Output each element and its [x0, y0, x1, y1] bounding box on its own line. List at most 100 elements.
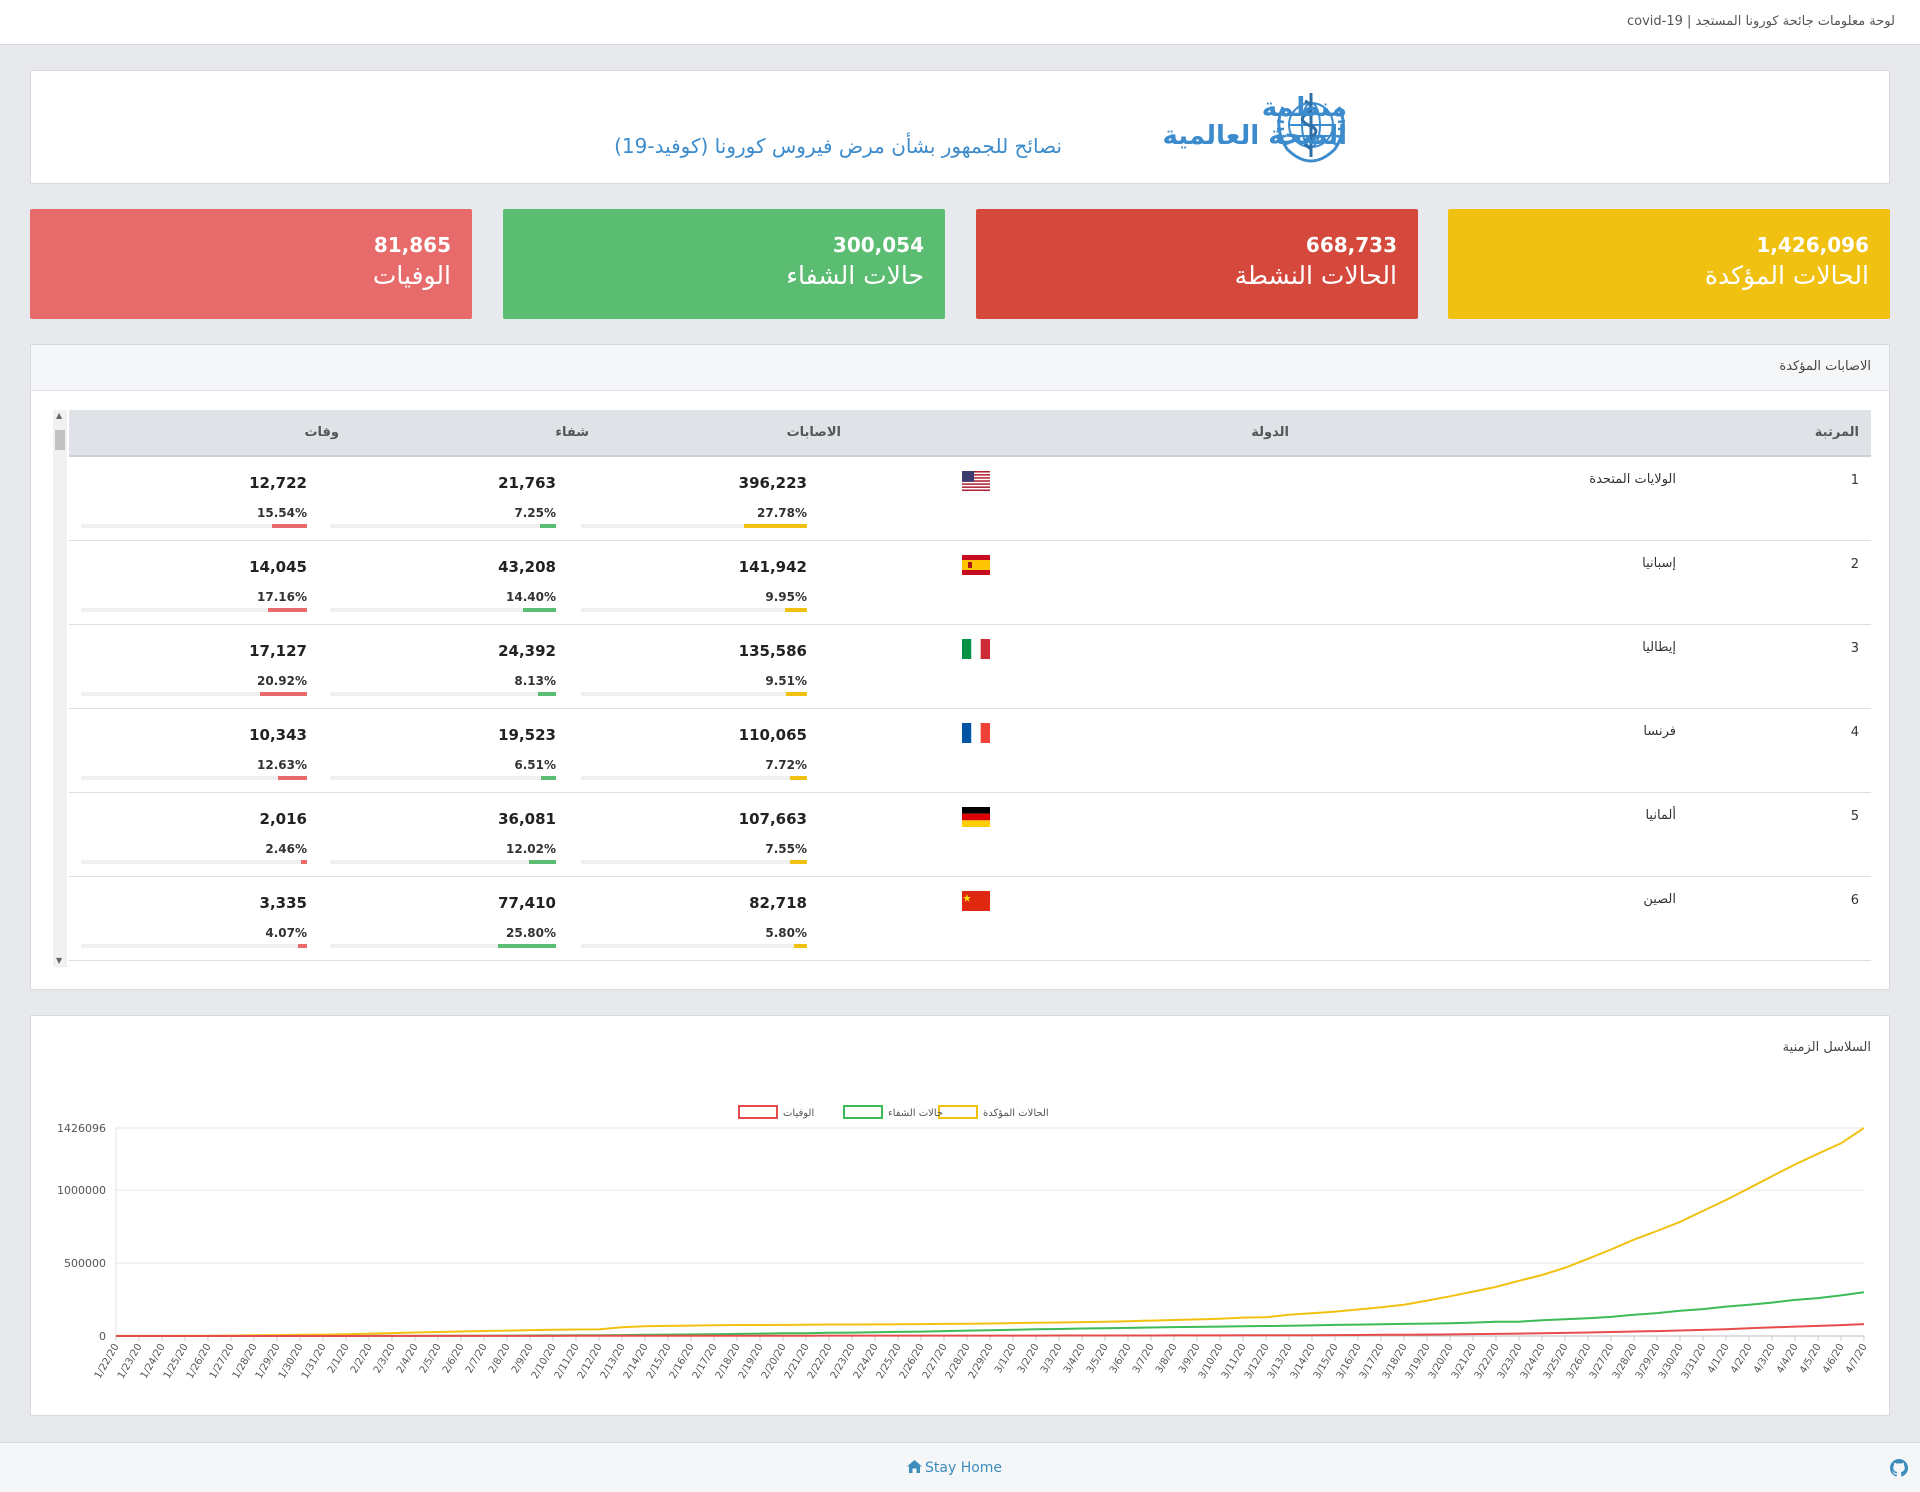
row-deaths-cell: 2,016 2.46% — [81, 793, 307, 877]
row-recovered-value: 24,392 — [498, 642, 556, 660]
row-cases-value: 135,586 — [738, 642, 807, 660]
confirmed-label: الحالات المؤكدة — [1704, 261, 1869, 290]
row-deaths-cell: 17,127 20.92% — [81, 625, 307, 709]
table-row[interactable]: 5 ألمانيا 107,663 7.55% 36,081 12.02% 2,… — [69, 793, 1871, 877]
table-row[interactable]: 4 فرنسا 110,065 7.72% 19,523 6.51% 10,34… — [69, 709, 1871, 793]
row-cases-value: 396,223 — [738, 474, 807, 492]
germany-flag-icon — [962, 807, 990, 827]
row-recovered-progress-bar — [330, 944, 556, 948]
row-deaths-percent: 2.46% — [265, 842, 307, 856]
table-panel-title: الاصابات المؤكدة — [1779, 359, 1871, 374]
row-deaths-percent: 12.63% — [257, 758, 307, 772]
x-tick-label: 4/4/20 — [1775, 1342, 1801, 1375]
series-line — [116, 1127, 1865, 1337]
header-cases[interactable]: الاصابات — [786, 425, 841, 440]
row-recovered-cell: 24,392 8.13% — [330, 625, 556, 709]
x-tick-label: 2/2/20 — [349, 1342, 375, 1375]
table-row[interactable]: 3 إيطاليا 135,586 9.51% 24,392 8.13% 17,… — [69, 625, 1871, 709]
row-deaths-progress-bar — [81, 524, 307, 528]
vertical-scrollbar[interactable]: ▲ ▼ — [53, 410, 67, 967]
row-cases-cell: 82,718 5.80% — [581, 877, 807, 961]
stay-home-link[interactable]: Stay Home — [907, 1460, 1002, 1476]
x-tick-label: 4/7/20 — [1844, 1342, 1870, 1375]
row-deaths-progress-fill — [301, 860, 307, 864]
timeseries-chart[interactable]: 0500000100000014260961/22/201/23/201/24/… — [31, 1016, 1891, 1417]
who-advice-link[interactable]: نصائح للجمهور بشأن مرض فيروس كورونا (كوف… — [614, 134, 1062, 158]
y-tick-label: 500000 — [64, 1257, 106, 1270]
x-tick-label: 2/7/20 — [464, 1342, 490, 1375]
header-recovered[interactable]: شفاء — [555, 425, 589, 440]
row-deaths-progress-fill — [278, 776, 307, 780]
legend-label: الوفيات — [783, 1108, 814, 1119]
row-deaths-value: 17,127 — [249, 642, 307, 660]
row-deaths-value: 12,722 — [249, 474, 307, 492]
timeseries-title: السلاسل الزمنية — [1782, 1040, 1871, 1055]
legend-swatch — [738, 1105, 778, 1119]
row-country-name: ألمانيا — [1645, 808, 1676, 823]
table-row[interactable]: 6 الصين 82,718 5.80% 77,410 25.80% 3,335… — [69, 877, 1871, 961]
x-tick-label: 2/6/20 — [441, 1342, 467, 1375]
series-line — [116, 1323, 1865, 1337]
confirmed-value: 1,426,096 — [1756, 233, 1869, 257]
scroll-up-arrow-icon[interactable]: ▲ — [56, 411, 63, 420]
table-row[interactable]: 1 الولايات المتحدة 396,223 27.78% 21,763… — [69, 457, 1871, 541]
who-org-name-line2: الصحة العالمية — [1162, 121, 1347, 151]
row-cases-progress-bar — [581, 524, 807, 528]
header-deaths[interactable]: وفات — [304, 425, 339, 440]
timeseries-panel: السلاسل الزمنية 0 500000 1000000 1426096 1/2… — [30, 1015, 1890, 1416]
row-recovered-value: 36,081 — [498, 810, 556, 828]
row-deaths-progress-bar — [81, 608, 307, 612]
top-bar: لوحة معلومات جائحة كورونا المستجد | covi… — [0, 0, 1920, 45]
row-country-name: الصين — [1643, 892, 1676, 907]
header-rank[interactable]: المرتبة — [1814, 425, 1859, 440]
x-tick-label: 3/6/20 — [1108, 1342, 1134, 1375]
github-icon[interactable] — [1890, 1459, 1908, 1477]
row-cases-progress-fill — [789, 776, 807, 780]
row-deaths-progress-bar — [81, 860, 307, 864]
row-cases-value: 82,718 — [749, 894, 807, 912]
scroll-down-arrow-icon[interactable]: ▼ — [56, 956, 63, 965]
who-banner[interactable]: منظمة الصحة العالمية نصائح للجمهور بشأن … — [30, 70, 1890, 184]
x-tick-label: 4/5/20 — [1798, 1342, 1824, 1375]
row-cases-progress-fill — [784, 608, 807, 612]
row-rank: 2 — [1850, 557, 1859, 572]
active-label: الحالات النشطة — [1234, 261, 1397, 290]
row-cases-progress-bar — [581, 692, 807, 696]
spain-flag-icon — [962, 555, 990, 575]
row-recovered-progress-fill — [528, 860, 556, 864]
china-flag-icon — [962, 891, 990, 911]
table-scroll-area[interactable]: ▲ ▼ المرتبة الدولة الاصابات شفاء وفات 1 … — [53, 410, 1871, 967]
x-tick-label: 4/1/20 — [1706, 1342, 1732, 1375]
row-cases-percent: 7.55% — [765, 842, 807, 856]
legend-label: الحالات المؤكدة — [983, 1108, 1049, 1119]
row-cases-progress-fill — [785, 692, 807, 696]
row-deaths-percent: 4.07% — [265, 926, 307, 940]
row-recovered-progress-bar — [330, 608, 556, 612]
row-recovered-percent: 12.02% — [506, 842, 556, 856]
row-cases-progress-fill — [789, 860, 807, 864]
table-header: المرتبة الدولة الاصابات شفاء وفات — [69, 410, 1871, 457]
x-tick-label: 3/8/20 — [1154, 1342, 1180, 1375]
header-country[interactable]: الدولة — [1251, 425, 1289, 440]
active-value: 668,733 — [1305, 233, 1397, 257]
row-rank: 6 — [1850, 893, 1859, 908]
row-recovered-progress-fill — [541, 776, 556, 780]
row-cases-cell: 141,942 9.95% — [581, 541, 807, 625]
row-cases-progress-bar — [581, 944, 807, 948]
row-cases-value: 141,942 — [738, 558, 807, 576]
row-recovered-value: 77,410 — [498, 894, 556, 912]
row-recovered-progress-bar — [330, 776, 556, 780]
app-title: لوحة معلومات جائحة كورونا المستجد | covi… — [1626, 14, 1895, 29]
x-tick-label: 4/2/20 — [1729, 1342, 1755, 1375]
table-row[interactable]: 2 إسبانيا 141,942 9.95% 43,208 14.40% 14… — [69, 541, 1871, 625]
row-deaths-percent: 17.16% — [257, 590, 307, 604]
row-recovered-progress-fill — [537, 692, 556, 696]
deaths-value: 81,865 — [373, 233, 451, 257]
row-deaths-progress-fill — [259, 692, 307, 696]
x-tick-label: 3/4/20 — [1062, 1342, 1088, 1375]
row-recovered-value: 19,523 — [498, 726, 556, 744]
row-country-name: الولايات المتحدة — [1589, 472, 1676, 487]
scrollbar-thumb[interactable] — [55, 430, 65, 450]
row-deaths-value: 2,016 — [259, 810, 307, 828]
row-deaths-percent: 20.92% — [257, 674, 307, 688]
